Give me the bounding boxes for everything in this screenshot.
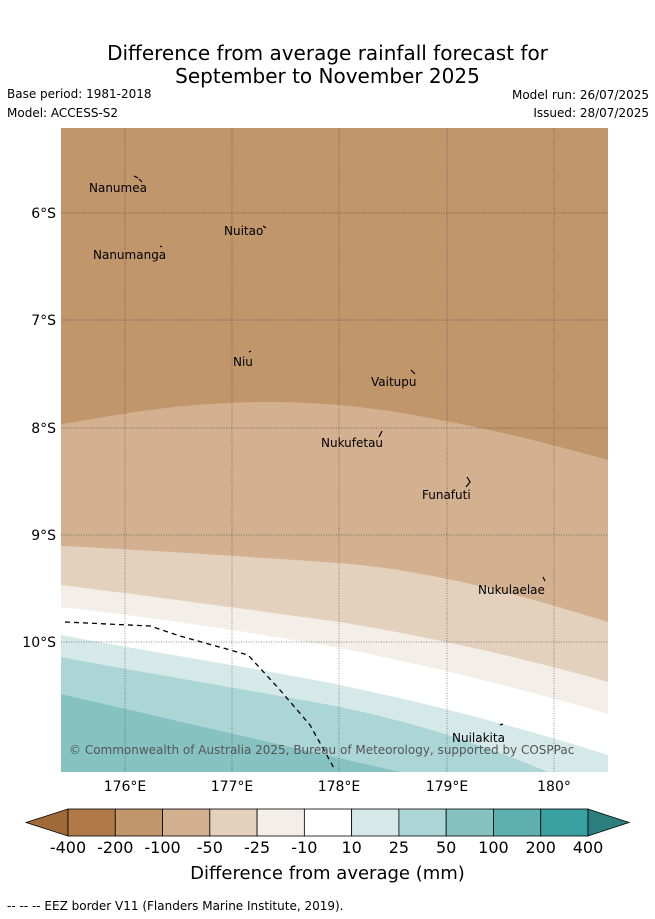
lat-label: 9°S <box>31 528 56 544</box>
colorbar-tick: 25 <box>388 838 410 857</box>
island-label-nukulaelae: Nukulaelae <box>478 583 545 597</box>
base-period: Base period: 1981-2018 <box>7 87 152 101</box>
island-outlines <box>133 175 546 726</box>
colorbar-segment <box>67 808 116 837</box>
band-plus-50-to-100 <box>61 694 400 772</box>
colorbar <box>24 808 631 837</box>
island-label-vaitupu: Vaitupu <box>371 375 417 389</box>
colorbar-tick: 200 <box>525 838 556 857</box>
eez-border <box>64 621 336 771</box>
colorbar-extend-low <box>24 808 69 837</box>
island-vaitupu-shape <box>410 369 416 375</box>
colorbar-label: Difference from average (mm) <box>190 863 465 884</box>
colorbar-tick: -25 <box>244 838 271 857</box>
lon-label: 179°E <box>426 779 469 795</box>
island-label-nanumea: Nanumea <box>89 181 147 195</box>
lat-label: 7°S <box>31 313 56 329</box>
island-label-funafuti: Funafuti <box>422 488 471 502</box>
island-labels: Nanumea Nuitao Nanumanga Niu Vaitupu Nuk… <box>89 181 545 745</box>
island-label-nuitao: Nuitao <box>224 224 263 238</box>
graticule <box>61 128 608 772</box>
island-niu-shape <box>248 350 252 353</box>
island-label-nuilakita: Nuilakita <box>452 731 505 745</box>
longitude-labels: 176°E 177°E 178°E 179°E 180° <box>104 779 571 795</box>
colorbar-segment <box>398 808 447 837</box>
colorbar-tick: -100 <box>144 838 181 857</box>
lon-label: 180° <box>537 779 571 795</box>
colorbar-segment <box>445 808 494 837</box>
title-line-1: Difference from average rainfall forecas… <box>107 41 548 65</box>
colorbar-tick: 10 <box>341 838 362 857</box>
colorbar-tick: 50 <box>435 838 457 857</box>
lat-label: 6°S <box>31 206 56 222</box>
model-run: Model run: 26/07/2025 <box>511 88 649 102</box>
lon-label: 178°E <box>318 779 361 795</box>
colorbar-segment <box>256 808 305 837</box>
island-nukufetau-shape <box>378 430 383 438</box>
island-nuilakita-shape <box>499 723 504 726</box>
island-nukulaelae-shape <box>542 576 546 582</box>
colorbar-tick: -200 <box>97 838 134 857</box>
colorbar-segment <box>114 808 163 837</box>
island-nuitao-shape <box>262 225 267 229</box>
island-nanumea-shape <box>133 175 143 183</box>
island-funafuti-shape <box>465 476 471 488</box>
colorbar-segment <box>303 808 353 837</box>
contour-fill <box>61 128 608 772</box>
latitude-labels: 6°S 7°S 8°S 9°S 10°S <box>22 206 56 651</box>
colorbar-extend-high <box>587 808 631 837</box>
colorbar-tick: -50 <box>196 838 223 857</box>
island-label-nukufetau: Nukufetau <box>321 436 383 450</box>
copyright-notice: © Commonwealth of Australia 2025, Bureau… <box>69 743 574 757</box>
model-label: Model: ACCESS-S2 <box>7 106 119 120</box>
lon-label: 177°E <box>211 779 254 795</box>
colorbar-segment <box>540 808 589 837</box>
lat-label: 10°S <box>22 635 56 651</box>
eez-legend-footnote: -- -- -- EEZ border V11 (Flanders Marine… <box>7 899 344 913</box>
colorbar-tick: 400 <box>572 838 604 857</box>
colorbar-segment <box>351 808 400 837</box>
colorbar-segment <box>162 808 211 837</box>
colorbar-tick: 100 <box>478 838 509 857</box>
colorbar-segment <box>493 808 542 837</box>
issued-date: Issued: 28/07/2025 <box>533 106 649 120</box>
island-label-nanumanga: Nanumanga <box>93 248 166 262</box>
lat-label: 8°S <box>31 421 56 437</box>
lon-label: 176°E <box>104 779 147 795</box>
colorbar-tick: -10 <box>291 838 318 857</box>
title-line-2: September to November 2025 <box>175 64 480 88</box>
colorbar-tick: -400 <box>49 838 87 857</box>
island-nanumanga-shape <box>159 245 163 248</box>
island-label-niu: Niu <box>233 355 253 369</box>
colorbar-segment <box>209 808 258 837</box>
